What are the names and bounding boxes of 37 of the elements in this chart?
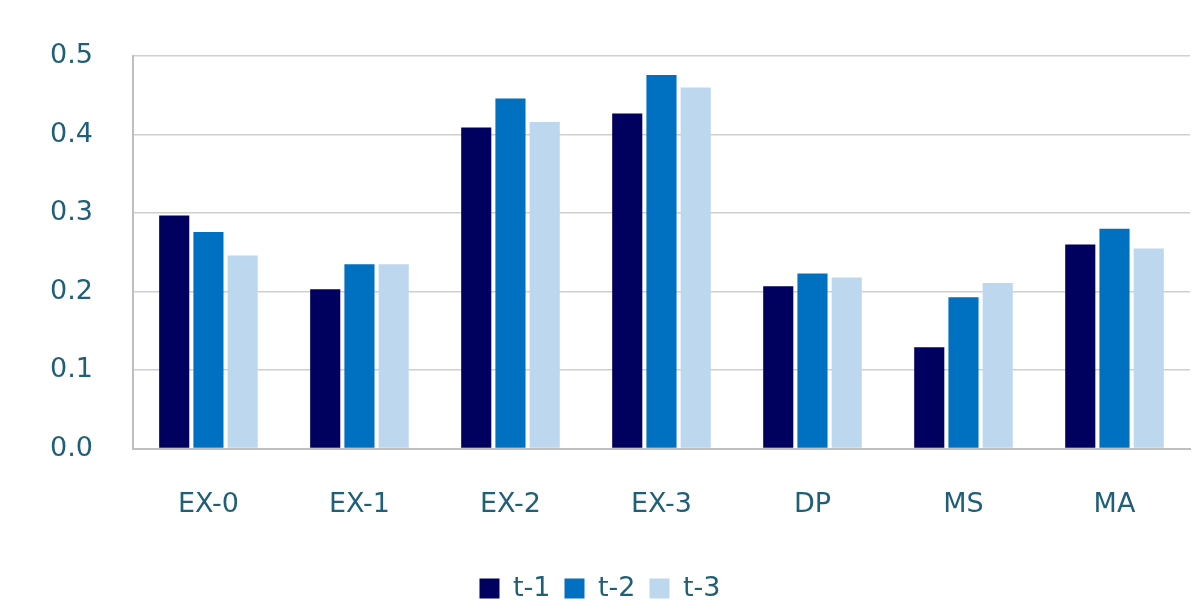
bar <box>680 87 711 448</box>
legend-label: t-2 <box>598 570 636 602</box>
x-tick-label: EX-2 <box>479 486 542 518</box>
bar <box>763 286 794 448</box>
x-tick-label: EX-3 <box>630 486 693 518</box>
x-tick-label: DP <box>793 486 832 518</box>
bar <box>310 289 341 448</box>
bar <box>193 232 224 448</box>
legend-label: t-1 <box>512 570 551 602</box>
bar <box>797 273 828 448</box>
y-tick-label: 0.3 <box>49 195 93 227</box>
bar <box>831 277 862 448</box>
bar <box>227 255 258 448</box>
bar <box>461 127 492 448</box>
bar <box>495 98 526 448</box>
bar <box>646 75 677 448</box>
bar <box>1099 228 1130 448</box>
y-tick-label: 0.4 <box>49 116 93 148</box>
x-tick-label: MS <box>943 486 984 518</box>
y-tick-label: 0.5 <box>49 38 93 70</box>
bar <box>529 122 560 448</box>
y-tick-label: 0.0 <box>49 430 93 462</box>
y-tick-label: 0.2 <box>49 273 93 305</box>
bar <box>378 264 409 448</box>
bar <box>914 347 945 448</box>
bar <box>612 113 643 448</box>
bar <box>982 283 1013 448</box>
bar <box>159 215 190 448</box>
bar <box>1065 244 1096 448</box>
bar <box>1133 248 1164 448</box>
x-tick-label: EX-0 <box>177 486 240 518</box>
x-tick-label: MA <box>1093 486 1136 518</box>
x-tick-label: EX-1 <box>328 486 391 518</box>
bar <box>344 264 375 448</box>
bar <box>948 297 979 448</box>
y-tick-label: 0.1 <box>49 352 93 384</box>
legend-label: t-3 <box>683 570 721 602</box>
